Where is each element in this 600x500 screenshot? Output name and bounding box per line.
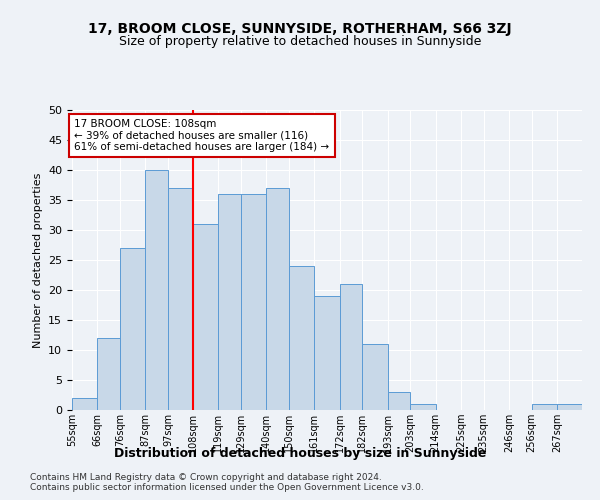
- Bar: [557, 404, 582, 410]
- Bar: [120, 248, 145, 410]
- Bar: [532, 404, 557, 410]
- Bar: [168, 188, 193, 410]
- Text: Contains HM Land Registry data © Crown copyright and database right 2024.: Contains HM Land Registry data © Crown c…: [30, 473, 382, 482]
- Y-axis label: Number of detached properties: Number of detached properties: [32, 172, 43, 348]
- Bar: [266, 188, 289, 410]
- Bar: [340, 284, 362, 410]
- Bar: [388, 392, 410, 410]
- Bar: [410, 404, 436, 410]
- Text: 17, BROOM CLOSE, SUNNYSIDE, ROTHERHAM, S66 3ZJ: 17, BROOM CLOSE, SUNNYSIDE, ROTHERHAM, S…: [88, 22, 512, 36]
- Bar: [289, 266, 314, 410]
- Text: Size of property relative to detached houses in Sunnyside: Size of property relative to detached ho…: [119, 35, 481, 48]
- Bar: [218, 194, 241, 410]
- Bar: [314, 296, 340, 410]
- Bar: [72, 398, 97, 410]
- Bar: [97, 338, 120, 410]
- Bar: [193, 224, 218, 410]
- Text: Distribution of detached houses by size in Sunnyside: Distribution of detached houses by size …: [114, 448, 486, 460]
- Bar: [145, 170, 168, 410]
- Bar: [362, 344, 388, 410]
- Text: Contains public sector information licensed under the Open Government Licence v3: Contains public sector information licen…: [30, 483, 424, 492]
- Bar: [241, 194, 266, 410]
- Text: 17 BROOM CLOSE: 108sqm
← 39% of detached houses are smaller (116)
61% of semi-de: 17 BROOM CLOSE: 108sqm ← 39% of detached…: [74, 119, 329, 152]
